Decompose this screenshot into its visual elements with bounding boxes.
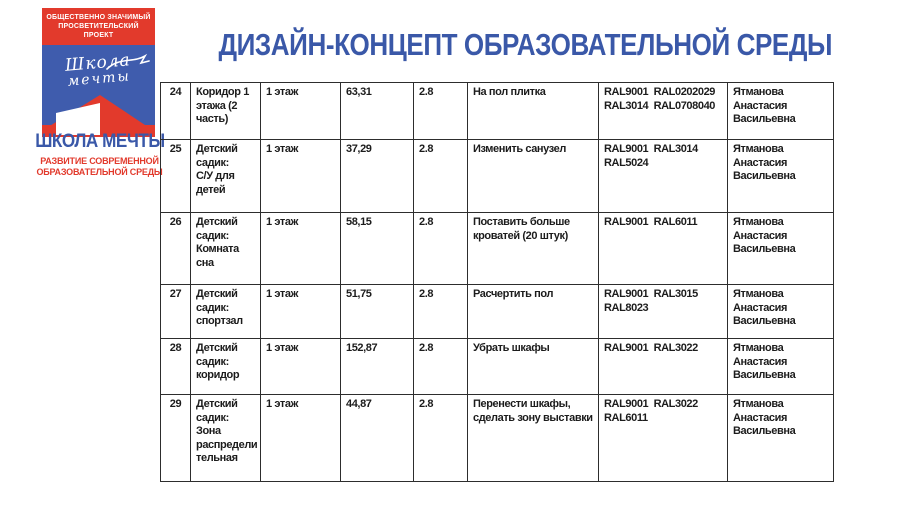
cell-ral-codes: RAL9001 RAL3022 [598, 338, 728, 395]
cell-floor: 1 этаж [260, 82, 341, 140]
cell-area: 58,15 [340, 212, 414, 285]
cell-room: Детский садик: Комната сна [190, 212, 261, 285]
logo-project-caption: ОБЩЕСТВЕННО ЗНАЧИМЫЙ ПРОСВЕТИТЕЛЬСКИЙ ПР… [42, 8, 155, 45]
cell-ral-codes: RAL9001 RAL0202029 RAL3014 RAL0708040 [598, 82, 728, 140]
brand-tagline: РАЗВИТИЕ СОВРЕМЕННОЙ ОБРАЗОВАТЕЛЬНОЙ СРЕ… [18, 156, 181, 178]
table-row: 28 Детский садик: коридор 1 этаж 152,87 … [160, 338, 834, 395]
cell-room: Детский садик: Зона распредели тельная [190, 394, 261, 482]
cell-area: 44,87 [340, 394, 414, 482]
cell-action: Поставить больше кроватей (20 штук) [467, 212, 599, 285]
cell-ral-codes: RAL9001 RAL3014 RAL5024 [598, 139, 728, 213]
table-row: 24 Коридор 1 этажа (2 часть) 1 этаж 63,3… [160, 82, 834, 140]
cell-person: Ятманова Анастасия Васильевна [727, 82, 834, 140]
cell-height: 2.8 [413, 212, 468, 285]
cell-number: 26 [160, 212, 191, 285]
logo-project-caption-line2: ПРОСВЕТИТЕЛЬСКИЙ ПРОЕКТ [58, 23, 139, 39]
cell-height: 2.8 [413, 338, 468, 395]
rooms-table: 24 Коридор 1 этажа (2 часть) 1 этаж 63,3… [160, 82, 834, 482]
cell-area: 152,87 [340, 338, 414, 395]
brand-tagline-line1: РАЗВИТИЕ СОВРЕМЕННОЙ [40, 156, 159, 166]
cell-room: Детский садик: коридор [190, 338, 261, 395]
brand-name: ШКОЛА МЕЧТЫ [18, 131, 181, 152]
cell-action: Убрать шкафы [467, 338, 599, 395]
cell-ral-codes: RAL9001 RAL3022 RAL6011 [598, 394, 728, 482]
cell-floor: 1 этаж [260, 212, 341, 285]
page-title: ДИЗАЙН-КОНЦЕПТ ОБРАЗОВАТЕЛЬНОЙ СРЕДЫ [160, 26, 833, 64]
cell-person: Ятманова Анастасия Васильевна [727, 284, 834, 339]
brand-name-text: ШКОЛА МЕЧТЫ [34, 131, 165, 152]
cell-number: 25 [160, 139, 191, 213]
cell-room: Коридор 1 этажа (2 часть) [190, 82, 261, 140]
cell-action: Изменить санузел [467, 139, 599, 213]
cell-room: Детский садик: С/У для детей [190, 139, 261, 213]
cell-number: 28 [160, 338, 191, 395]
cell-action: На пол плитка [467, 82, 599, 140]
cell-height: 2.8 [413, 82, 468, 140]
cell-ral-codes: RAL9001 RAL6011 [598, 212, 728, 285]
page-title-text: ДИЗАЙН-КОНЦЕПТ ОБРАЗОВАТЕЛЬНОЙ СРЕДЫ [218, 27, 833, 62]
cell-number: 27 [160, 284, 191, 339]
cell-person: Ятманова Анастасия Васильевна [727, 139, 834, 213]
logo-script-text: Школа мечты [42, 50, 155, 91]
cell-person: Ятманова Анастасия Васильевна [727, 338, 834, 395]
cell-area: 51,75 [340, 284, 414, 339]
cell-action: Перенести шкафы, сделать зону выставки [467, 394, 599, 482]
cell-floor: 1 этаж [260, 338, 341, 395]
cell-number: 24 [160, 82, 191, 140]
cell-height: 2.8 [413, 139, 468, 213]
table-row: 26 Детский садик: Комната сна 1 этаж 58,… [160, 212, 834, 285]
cell-height: 2.8 [413, 394, 468, 482]
table-row: 25 Детский садик: С/У для детей 1 этаж 3… [160, 139, 834, 213]
cell-height: 2.8 [413, 284, 468, 339]
handwriting-flourish-icon [106, 53, 150, 70]
logo-project-caption-line1: ОБЩЕСТВЕННО ЗНАЧИМЫЙ [46, 14, 151, 21]
cell-person: Ятманова Анастасия Васильевна [727, 394, 834, 482]
cell-floor: 1 этаж [260, 284, 341, 339]
table-row: 27 Детский садик: спортзал 1 этаж 51,75 … [160, 284, 834, 339]
cell-person: Ятманова Анастасия Васильевна [727, 212, 834, 285]
cell-area: 37,29 [340, 139, 414, 213]
logo-emblem: Школа мечты [42, 45, 155, 137]
cell-ral-codes: RAL9001 RAL3015 RAL8023 [598, 284, 728, 339]
school-of-dreams-logo: ОБЩЕСТВЕННО ЗНАЧИМЫЙ ПРОСВЕТИТЕЛЬСКИЙ ПР… [42, 8, 155, 137]
cell-action: Расчертить пол [467, 284, 599, 339]
cell-floor: 1 этаж [260, 394, 341, 482]
cell-room: Детский садик: спортзал [190, 284, 261, 339]
brand-tagline-line2: ОБРАЗОВАТЕЛЬНОЙ СРЕДЫ [36, 167, 163, 177]
cell-area: 63,31 [340, 82, 414, 140]
table-row: 29 Детский садик: Зона распредели тельна… [160, 394, 834, 482]
cell-floor: 1 этаж [260, 139, 341, 213]
house-icon [42, 95, 155, 137]
cell-number: 29 [160, 394, 191, 482]
